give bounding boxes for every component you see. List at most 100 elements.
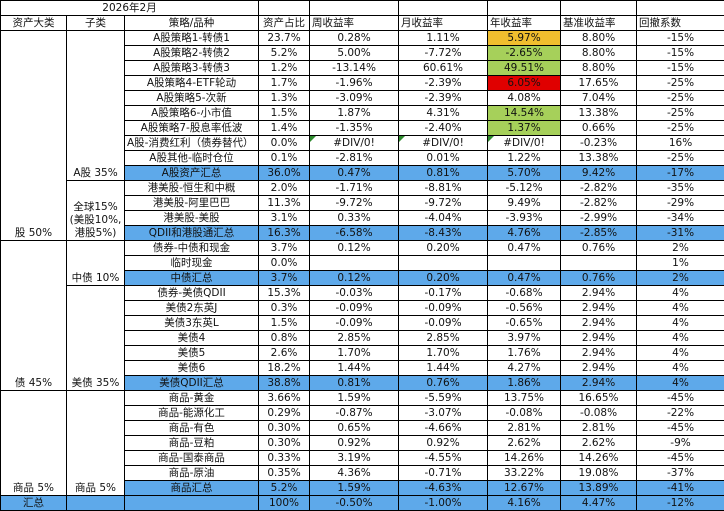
cell-year[interactable]: -0.08% — [487, 405, 562, 421]
cell-month[interactable]: -9.72% — [398, 195, 489, 211]
cell-year[interactable]: 14.26% — [487, 450, 562, 466]
cell[interactable] — [398, 0, 489, 16]
cell-year[interactable]: 0.47% — [487, 240, 562, 256]
cell-bench[interactable]: 14.26% — [560, 450, 638, 466]
cell-share[interactable]: 3.7% — [258, 270, 311, 286]
cell-month[interactable]: -0.17% — [398, 285, 489, 301]
cell-month[interactable]: -0.71% — [398, 465, 489, 481]
cell-month[interactable]: #DIV/0! — [398, 135, 489, 151]
cell[interactable] — [258, 0, 311, 16]
cell-share[interactable]: 2.6% — [258, 345, 311, 361]
cell-dd[interactable]: -15% — [636, 30, 724, 46]
cell-dd[interactable]: 4% — [636, 330, 724, 346]
cell-share[interactable]: 0.3% — [258, 300, 311, 316]
cell-dd[interactable]: -35% — [636, 180, 724, 196]
cell-year[interactable]: 1.22% — [487, 150, 562, 166]
cell-year[interactable]: -0.68% — [487, 285, 562, 301]
cell-bench[interactable]: 13.38% — [560, 150, 638, 166]
cell-bench[interactable]: 13.89% — [560, 480, 638, 496]
cell-dd[interactable]: -41% — [636, 480, 724, 496]
cell-year[interactable]: 4.27% — [487, 360, 562, 376]
cell[interactable] — [66, 495, 125, 511]
cell-share[interactable]: 5.2% — [258, 45, 311, 61]
header-week[interactable]: 周收益率 — [309, 15, 400, 31]
cell-dd[interactable]: 1% — [636, 255, 724, 271]
total-week[interactable]: -0.50% — [309, 495, 400, 511]
strategy-name[interactable]: 债券-中债和现金 — [123, 240, 260, 256]
cell-week[interactable]: -1.71% — [309, 180, 400, 196]
header-month[interactable]: 月收益率 — [398, 15, 489, 31]
cell-share[interactable]: 0.30% — [258, 420, 311, 436]
cell-dd[interactable]: -29% — [636, 195, 724, 211]
cell-week[interactable]: -13.14% — [309, 60, 400, 76]
cell-month[interactable]: 1.11% — [398, 30, 489, 46]
cell-share[interactable]: 0.0% — [258, 135, 311, 151]
cell-year[interactable]: #DIV/0! — [487, 135, 562, 151]
cell-year[interactable]: 33.22% — [487, 465, 562, 481]
cell-week[interactable]: 0.33% — [309, 210, 400, 226]
cell-dd[interactable]: -45% — [636, 390, 724, 406]
strategy-name[interactable]: A股资产汇总 — [123, 165, 260, 181]
strategy-name[interactable]: 美债4 — [123, 330, 260, 346]
cell-year[interactable]: 6.05% — [487, 75, 562, 91]
subcategory-cell[interactable]: 全球15% (美股10%, 港股5%) — [66, 180, 125, 241]
strategy-name[interactable]: 商品-国泰商品 — [123, 450, 260, 466]
strategy-name[interactable]: A股策略2-转债2 — [123, 45, 260, 61]
cell-bench[interactable]: 2.94% — [560, 285, 638, 301]
sheet-title[interactable]: 2026年2月 — [0, 0, 260, 16]
cell-bench[interactable]: -2.82% — [560, 180, 638, 196]
cell-share[interactable]: 0.33% — [258, 450, 311, 466]
cell-share[interactable]: 2.0% — [258, 180, 311, 196]
cell-year[interactable]: 1.37% — [487, 120, 562, 136]
cell-dd[interactable]: -25% — [636, 120, 724, 136]
cell-bench[interactable]: -0.08% — [560, 405, 638, 421]
cell-month[interactable]: 0.20% — [398, 240, 489, 256]
cell-bench[interactable]: 2.94% — [560, 330, 638, 346]
cell-week[interactable]: 4.36% — [309, 465, 400, 481]
cell-share[interactable]: 16.3% — [258, 225, 311, 241]
header-year[interactable]: 年收益率 — [487, 15, 562, 31]
cell-week[interactable]: -6.58% — [309, 225, 400, 241]
cell-bench[interactable]: 2.94% — [560, 345, 638, 361]
header-drawdown[interactable]: 回撤系数 — [636, 15, 724, 31]
cell-month[interactable]: -4.63% — [398, 480, 489, 496]
cell-dd[interactable]: -25% — [636, 150, 724, 166]
cell-bench[interactable]: 17.65% — [560, 75, 638, 91]
cell-dd[interactable]: 4% — [636, 315, 724, 331]
cell-year[interactable]: 9.49% — [487, 195, 562, 211]
cell-share[interactable]: 23.7% — [258, 30, 311, 46]
cell-dd[interactable]: -25% — [636, 90, 724, 106]
cell-share[interactable]: 0.35% — [258, 465, 311, 481]
cell-week[interactable]: 0.47% — [309, 165, 400, 181]
cell-year[interactable]: -3.93% — [487, 210, 562, 226]
header-subcategory[interactable]: 子类 — [66, 15, 125, 31]
cell-month[interactable]: -4.04% — [398, 210, 489, 226]
cell-dd[interactable]: -45% — [636, 450, 724, 466]
total-label[interactable]: 汇总 — [0, 495, 67, 511]
cell-bench[interactable]: 0.76% — [560, 240, 638, 256]
cell-week[interactable]: -0.87% — [309, 405, 400, 421]
cell-dd[interactable]: -25% — [636, 105, 724, 121]
cell-week[interactable]: -0.09% — [309, 300, 400, 316]
header-share[interactable]: 资产占比 — [258, 15, 311, 31]
cell-week[interactable]: 0.92% — [309, 435, 400, 451]
cell-week[interactable]: 1.70% — [309, 345, 400, 361]
cell-bench[interactable]: 7.04% — [560, 90, 638, 106]
cell-share[interactable]: 1.5% — [258, 315, 311, 331]
cell-week[interactable]: 0.81% — [309, 375, 400, 391]
cell-month[interactable]: -7.72% — [398, 45, 489, 61]
cell-month[interactable]: -2.39% — [398, 90, 489, 106]
cell-share[interactable]: 15.3% — [258, 285, 311, 301]
cell-year[interactable]: -0.65% — [487, 315, 562, 331]
cell-month[interactable]: 0.76% — [398, 375, 489, 391]
strategy-name[interactable]: A股-消费红利（债券替代） — [123, 135, 260, 151]
strategy-name[interactable]: 商品-有色 — [123, 420, 260, 436]
cell-week[interactable]: 0.12% — [309, 270, 400, 286]
cell-year[interactable]: -0.56% — [487, 300, 562, 316]
cell-dd[interactable]: 4% — [636, 285, 724, 301]
cell-dd[interactable]: -34% — [636, 210, 724, 226]
cell-month[interactable]: 1.44% — [398, 360, 489, 376]
cell-month[interactable]: -8.43% — [398, 225, 489, 241]
cell-year[interactable]: 4.08% — [487, 90, 562, 106]
cell[interactable] — [487, 0, 562, 16]
